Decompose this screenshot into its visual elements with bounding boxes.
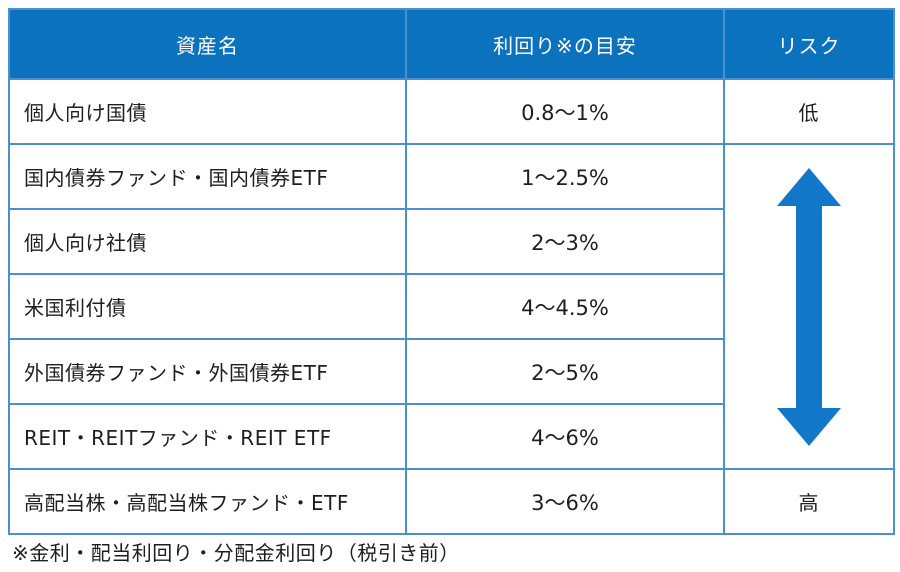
yield-cell: 0.8～1% (405, 78, 725, 145)
header-row: 資産名 利回り※の目安 リスク (8, 8, 895, 80)
asset-name-cell: 外国債券ファンド・外国債券ETF (8, 338, 407, 405)
risk-arrow-cell (723, 143, 895, 470)
footnote: ※金利・配当利回り・分配金利回り（税引き前） (12, 541, 460, 565)
asset-name-cell: 個人向け社債 (8, 208, 407, 275)
table-row: 個人向け社債 2～3% (8, 208, 894, 275)
double-headed-vertical-arrow-icon (777, 167, 841, 446)
header-yield: 利回り※の目安 (405, 8, 725, 80)
table-row: 個人向け国債 0.8～1% 低 (8, 78, 895, 145)
yield-cell: 4～4.5% (405, 273, 725, 340)
risk-low-cell: 低 (723, 78, 895, 145)
header-asset-name: 資産名 (8, 8, 407, 80)
table-row: REIT・REITファンド・REIT ETF 4～6% (8, 403, 894, 470)
risk-high-cell: 高 (723, 468, 895, 535)
asset-name-cell: 国内債券ファンド・国内債券ETF (8, 143, 407, 210)
table-row: 高配当株・高配当株ファンド・ETF 3～6% 高 (8, 468, 895, 535)
yield-cell: 3～6% (405, 468, 725, 535)
table-row: 外国債券ファンド・外国債券ETF 2～5% (8, 338, 894, 405)
asset-name-cell: 米国利付債 (8, 273, 407, 340)
asset-name-cell: 高配当株・高配当株ファンド・ETF (8, 468, 407, 535)
table-row: 国内債券ファンド・国内債券ETF 1～2.5% (8, 143, 895, 470)
asset-name-cell: 個人向け国債 (8, 78, 407, 145)
header-risk: リスク (723, 8, 895, 80)
asset-name-cell: REIT・REITファンド・REIT ETF (8, 403, 407, 470)
yield-cell: 1～2.5% (405, 143, 725, 210)
yield-cell: 4～6% (405, 403, 725, 470)
asset-yield-risk-table: 資産名 利回り※の目安 リスク 個人向け国債 0.8～1% 低 国内債券ファンド… (8, 8, 895, 535)
yield-cell: 2～3% (405, 208, 725, 275)
table-row: 米国利付債 4～4.5% (8, 273, 894, 340)
yield-cell: 2～5% (405, 338, 725, 405)
